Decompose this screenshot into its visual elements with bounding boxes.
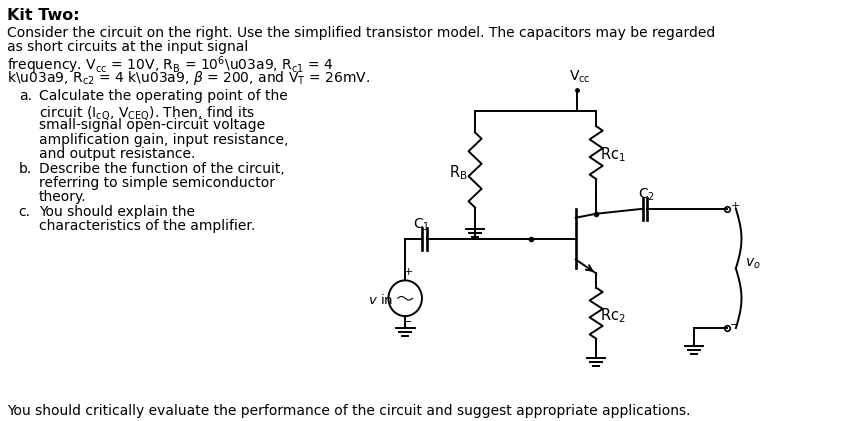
Text: and output resistance.: and output resistance. (39, 147, 196, 161)
Text: +: + (403, 267, 412, 277)
Text: You should explain the: You should explain the (39, 205, 195, 219)
Text: C$_1$: C$_1$ (412, 217, 429, 233)
Text: Consider the circuit on the right. Use the simplified transistor model. The capa: Consider the circuit on the right. Use t… (8, 26, 716, 40)
Text: −: − (403, 317, 412, 327)
Text: $v$ in: $v$ in (368, 293, 393, 307)
Text: Describe the function of the circuit,: Describe the function of the circuit, (39, 162, 285, 176)
Text: R$_\mathrm{B}$: R$_\mathrm{B}$ (449, 163, 468, 182)
Text: Calculate the operating point of the: Calculate the operating point of the (39, 90, 288, 104)
Text: k\u03a9, R$_\mathrm{c2}$ = 4 k\u03a9, $\beta$ = 200, and V$_\mathrm{T}$ = 26mV.: k\u03a9, R$_\mathrm{c2}$ = 4 k\u03a9, $\… (8, 69, 370, 87)
Text: as short circuits at the input signal: as short circuits at the input signal (8, 40, 249, 54)
Text: b.: b. (19, 162, 32, 176)
Text: −: − (730, 320, 739, 330)
Text: theory.: theory. (39, 190, 86, 204)
Text: Kit Two:: Kit Two: (8, 8, 80, 23)
Text: amplification gain, input resistance,: amplification gain, input resistance, (39, 133, 289, 147)
Text: R$\mathregular{c_2}$: R$\mathregular{c_2}$ (600, 306, 626, 325)
Text: V$_\mathrm{cc}$: V$_\mathrm{cc}$ (569, 69, 591, 85)
Text: referring to simple semiconductor: referring to simple semiconductor (39, 176, 275, 190)
Text: frequency. V$_\mathrm{cc}$ = 10V, R$_\mathrm{B}$ = 10$^6$\u03a9, R$_\mathrm{c1}$: frequency. V$_\mathrm{cc}$ = 10V, R$_\ma… (8, 55, 335, 76)
Text: circuit (I$_\mathrm{cQ}$, V$_\mathrm{CEQ}$). Then, find its: circuit (I$_\mathrm{cQ}$, V$_\mathrm{CEQ… (39, 104, 255, 122)
Text: R$\mathregular{c_1}$: R$\mathregular{c_1}$ (600, 145, 626, 164)
Text: You should critically evaluate the performance of the circuit and suggest approp: You should critically evaluate the perfo… (8, 404, 691, 418)
Text: $v_o$: $v_o$ (745, 256, 761, 271)
Text: C$_2$: C$_2$ (638, 187, 655, 203)
Text: a.: a. (19, 90, 31, 104)
Text: small-signal open-circuit voltage: small-signal open-circuit voltage (39, 118, 265, 132)
Text: +: + (730, 201, 739, 211)
Text: characteristics of the amplifier.: characteristics of the amplifier. (39, 219, 256, 233)
Text: c.: c. (19, 205, 30, 219)
